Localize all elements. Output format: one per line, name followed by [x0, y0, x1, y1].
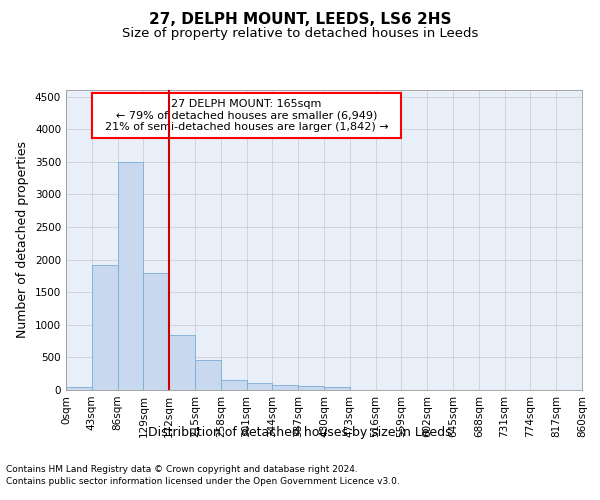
Bar [169, 334, 195, 390]
Text: Distribution of detached houses by size in Leeds: Distribution of detached houses by size … [148, 426, 452, 439]
Bar [118, 162, 143, 390]
Bar [272, 386, 298, 390]
Bar [221, 380, 247, 390]
Bar [92, 265, 118, 390]
Text: 27 DELPH MOUNT: 165sqm  
  ← 79% of detached houses are smaller (6,949)  
  21% : 27 DELPH MOUNT: 165sqm ← 79% of detached… [98, 99, 395, 132]
Bar [143, 272, 169, 390]
Bar [66, 386, 92, 390]
Bar [247, 384, 272, 390]
Bar [195, 360, 221, 390]
Bar [324, 388, 350, 390]
Text: Size of property relative to detached houses in Leeds: Size of property relative to detached ho… [122, 28, 478, 40]
Bar [298, 386, 324, 390]
Text: Contains public sector information licensed under the Open Government Licence v3: Contains public sector information licen… [6, 476, 400, 486]
Text: Contains HM Land Registry data © Crown copyright and database right 2024.: Contains HM Land Registry data © Crown c… [6, 466, 358, 474]
Text: 27, DELPH MOUNT, LEEDS, LS6 2HS: 27, DELPH MOUNT, LEEDS, LS6 2HS [149, 12, 451, 28]
Y-axis label: Number of detached properties: Number of detached properties [16, 142, 29, 338]
